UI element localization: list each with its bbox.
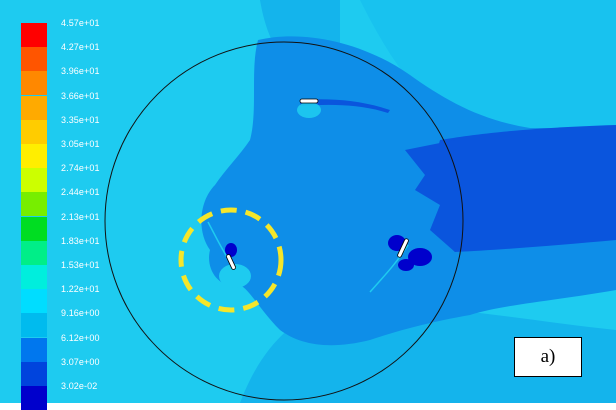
colorbar-swatch <box>21 23 47 47</box>
colorbar-entry: 3.96e+01 <box>21 66 201 96</box>
colorbar-entry: 1.83e+01 <box>21 236 201 265</box>
colorbar-label: 1.83e+01 <box>61 235 100 246</box>
top-blade <box>299 98 319 104</box>
field-band-right <box>360 0 616 137</box>
colorbar-swatch <box>21 337 47 362</box>
colorbar-swatch <box>21 313 47 338</box>
colorbar-swatch <box>21 119 47 144</box>
colorbar-label: 3.05e+01 <box>61 139 100 149</box>
colorbar-entry: 3.02e-02 <box>21 381 201 410</box>
colorbar-label: 2.13e+01 <box>61 211 100 222</box>
colorbar-entry: 4.57e+01 <box>21 18 201 47</box>
colorbar-entry: 2.74e+01 <box>21 163 201 193</box>
colorbar-entry: 4.27e+01 <box>21 42 201 72</box>
colorbar-swatch <box>21 47 47 72</box>
colorbar-swatch <box>21 240 47 265</box>
colorbar-label: 3.35e+01 <box>61 114 100 125</box>
colorbar-entry: 3.07e+00 <box>21 357 201 386</box>
colorbar-entry: 1.22e+01 <box>21 284 201 314</box>
colorbar-swatch <box>21 216 47 241</box>
colorbar-label: 4.57e+01 <box>61 18 100 28</box>
highlight-circle <box>178 207 284 313</box>
colorbar-label: 1.22e+01 <box>61 284 100 295</box>
top-blade-bubble <box>297 102 321 118</box>
jet-spikes <box>405 140 455 252</box>
colorbar-label: 6.12e+00 <box>61 332 100 343</box>
jet-region <box>437 125 616 252</box>
colorbar-entry: 1.53e+01 <box>21 260 201 289</box>
field-band-top <box>0 0 340 95</box>
right-blade <box>397 238 409 258</box>
colorbar-entry: 3.05e+01 <box>21 139 201 168</box>
colorbar-swatch <box>21 265 47 289</box>
colorbar-swatch <box>21 168 47 193</box>
colorbar-label: 3.07e+00 <box>61 356 100 367</box>
right-blade-vortex-c <box>398 259 414 271</box>
colorbar-swatch <box>21 144 47 168</box>
left-blade-vortex <box>225 243 237 257</box>
right-blade-vortex-b <box>408 248 432 266</box>
left-blade <box>226 254 236 270</box>
colorbar-label: 2.74e+01 <box>61 163 100 174</box>
top-blade-wake <box>300 99 390 113</box>
colorbar-label: 3.96e+01 <box>61 66 100 77</box>
panel-label: a) <box>514 337 582 377</box>
colorbar-legend: 4.57e+01 4.27e+01 3.96e+01 3.66e+01 3.35e+01… <box>21 18 201 410</box>
colorbar-entry: 6.12e+00 <box>21 333 201 362</box>
left-blade-bubble <box>219 264 251 288</box>
colorbar-label: 9.16e+00 <box>61 308 100 319</box>
colorbar-swatch <box>21 71 47 96</box>
colorbar-swatch <box>21 289 47 314</box>
colorbar-label: 1.53e+01 <box>61 260 100 270</box>
colorbar-entry: 9.16e+00 <box>21 308 201 338</box>
colorbar-label: 3.66e+01 <box>61 90 100 101</box>
colorbar-entry: 3.35e+01 <box>21 115 201 144</box>
colorbar-entry: 2.13e+01 <box>21 212 201 241</box>
colorbar-swatch <box>21 386 47 410</box>
colorbar-label: 2.44e+01 <box>61 187 100 198</box>
colorbar-entry: 3.66e+01 <box>21 91 201 120</box>
colorbar-swatch <box>21 361 47 386</box>
colorbar-entry: 2.44e+01 <box>21 187 201 217</box>
colorbar-swatch <box>21 192 47 217</box>
colorbar-label: 3.02e-02 <box>61 381 98 391</box>
colorbar-swatch <box>21 95 47 120</box>
colorbar-label: 4.27e+01 <box>61 42 100 53</box>
rotor-boundary <box>104 41 464 401</box>
